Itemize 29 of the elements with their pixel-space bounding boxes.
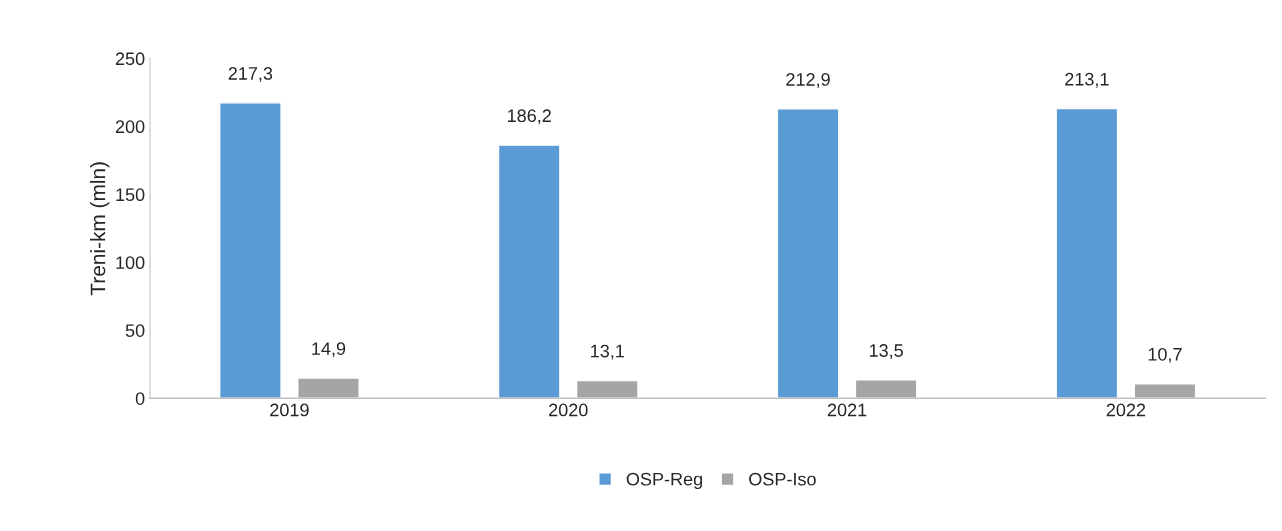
bar [776,108,840,399]
y-axis-title: Treni-km (mln) [90,162,110,296]
data-label: 186,2 [508,109,551,125]
data-label: 213,1 [1065,72,1109,88]
y-tick-label: 250 [115,52,145,66]
y-tick-label: 150 [116,188,145,202]
data-label: 217,3 [228,67,273,82]
bar [297,377,360,399]
bar [497,144,561,399]
data-label: 10,7 [1148,347,1182,363]
legend-label: OSP-Iso [749,472,816,486]
data-label: 13,1 [591,344,624,360]
x-tick-label: 2022 [1106,403,1146,417]
bar [575,379,639,399]
x-tick-label: 2021 [827,403,867,417]
y-tick-label: 200 [115,120,145,134]
data-label: 14,9 [312,342,346,358]
data-label: 13,5 [869,344,903,360]
x-tick-label: 2019 [270,403,309,417]
bar [1133,383,1197,399]
bar [1055,107,1119,399]
legend-label: OSP-Reg [626,472,702,490]
y-tick-label: 100 [116,256,145,270]
x-tick-label: 2020 [549,403,588,417]
bar [219,102,282,399]
y-tick-label: 50 [125,324,145,337]
bar [854,379,918,399]
data-label: 212,9 [786,73,830,88]
y-tick-label: 0 [135,392,145,405]
